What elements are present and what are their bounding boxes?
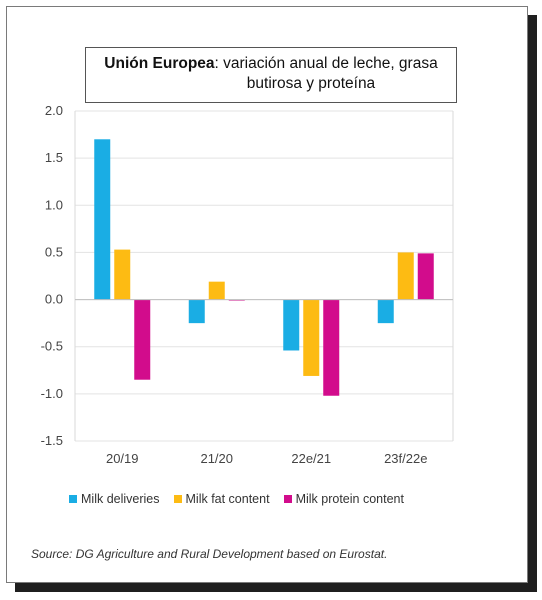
x-tick-label: 21/20 (200, 451, 233, 466)
chart-title-line2: butirosa y proteína (246, 75, 376, 92)
legend-label: Milk protein content (295, 492, 404, 506)
y-tick-label: -0.5 (41, 339, 63, 354)
y-tick-label: 0.5 (45, 244, 63, 259)
legend-label: Milk fat content (185, 492, 270, 506)
chart-frame: 2.0 1.5 1.0 0.5 0.0 -0.5 -1.0 -1.5 20/19 21/20 22e… (6, 6, 528, 583)
x-tick-label: 22e/21 (291, 451, 331, 466)
legend-label: Milk deliveries (81, 492, 160, 506)
y-tick-label: -1.5 (41, 433, 63, 448)
bar (377, 299, 394, 324)
chart-title: Unión Europea: variación anual de leche,… (85, 47, 457, 103)
bar (188, 299, 205, 324)
bar (283, 299, 300, 351)
chart-title-bold: Unión Europea (104, 55, 215, 72)
bar (303, 299, 320, 376)
y-tick-label: 1.5 (45, 150, 63, 165)
y-tick-label: -1.0 (41, 386, 63, 401)
legend-swatch (283, 495, 292, 503)
bar (397, 252, 414, 300)
bar (134, 299, 151, 380)
x-tick-label: 23f/22e (384, 451, 427, 466)
legend-item-milk-fat-content: Milk fat content (173, 492, 270, 506)
source-note: Source: DG Agriculture and Rural Develop… (31, 547, 388, 561)
bar (323, 299, 340, 396)
legend-swatch (69, 495, 77, 503)
bar (94, 139, 111, 300)
legend-item-milk-protein-content: Milk protein content (283, 492, 404, 506)
x-tick-label: 20/19 (106, 451, 139, 466)
bar (208, 281, 225, 300)
y-tick-label: 1.0 (45, 197, 63, 212)
y-tick-label: 0.0 (45, 292, 63, 307)
y-tick-label: 2.0 (45, 103, 63, 118)
chart-title-rest: : variación anual de leche, grasa (214, 55, 438, 72)
legend-item-milk-deliveries: Milk deliveries (69, 492, 160, 506)
bar (417, 253, 434, 300)
bar (114, 249, 131, 300)
chart-plot: 2.0 1.5 1.0 0.5 0.0 -0.5 -1.0 -1.5 20/19 21/20 22e… (41, 103, 454, 466)
legend: Milk deliveries Milk fat content Milk pr… (69, 492, 404, 506)
legend-swatch (173, 495, 182, 503)
